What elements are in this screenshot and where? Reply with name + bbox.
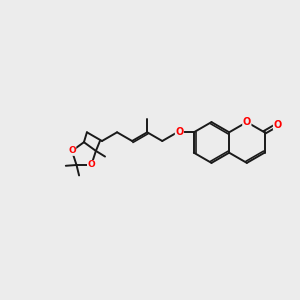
Text: O: O xyxy=(273,120,282,130)
Text: O: O xyxy=(88,160,95,169)
Text: O: O xyxy=(68,146,76,155)
Text: O: O xyxy=(243,117,251,127)
Text: O: O xyxy=(175,127,184,137)
